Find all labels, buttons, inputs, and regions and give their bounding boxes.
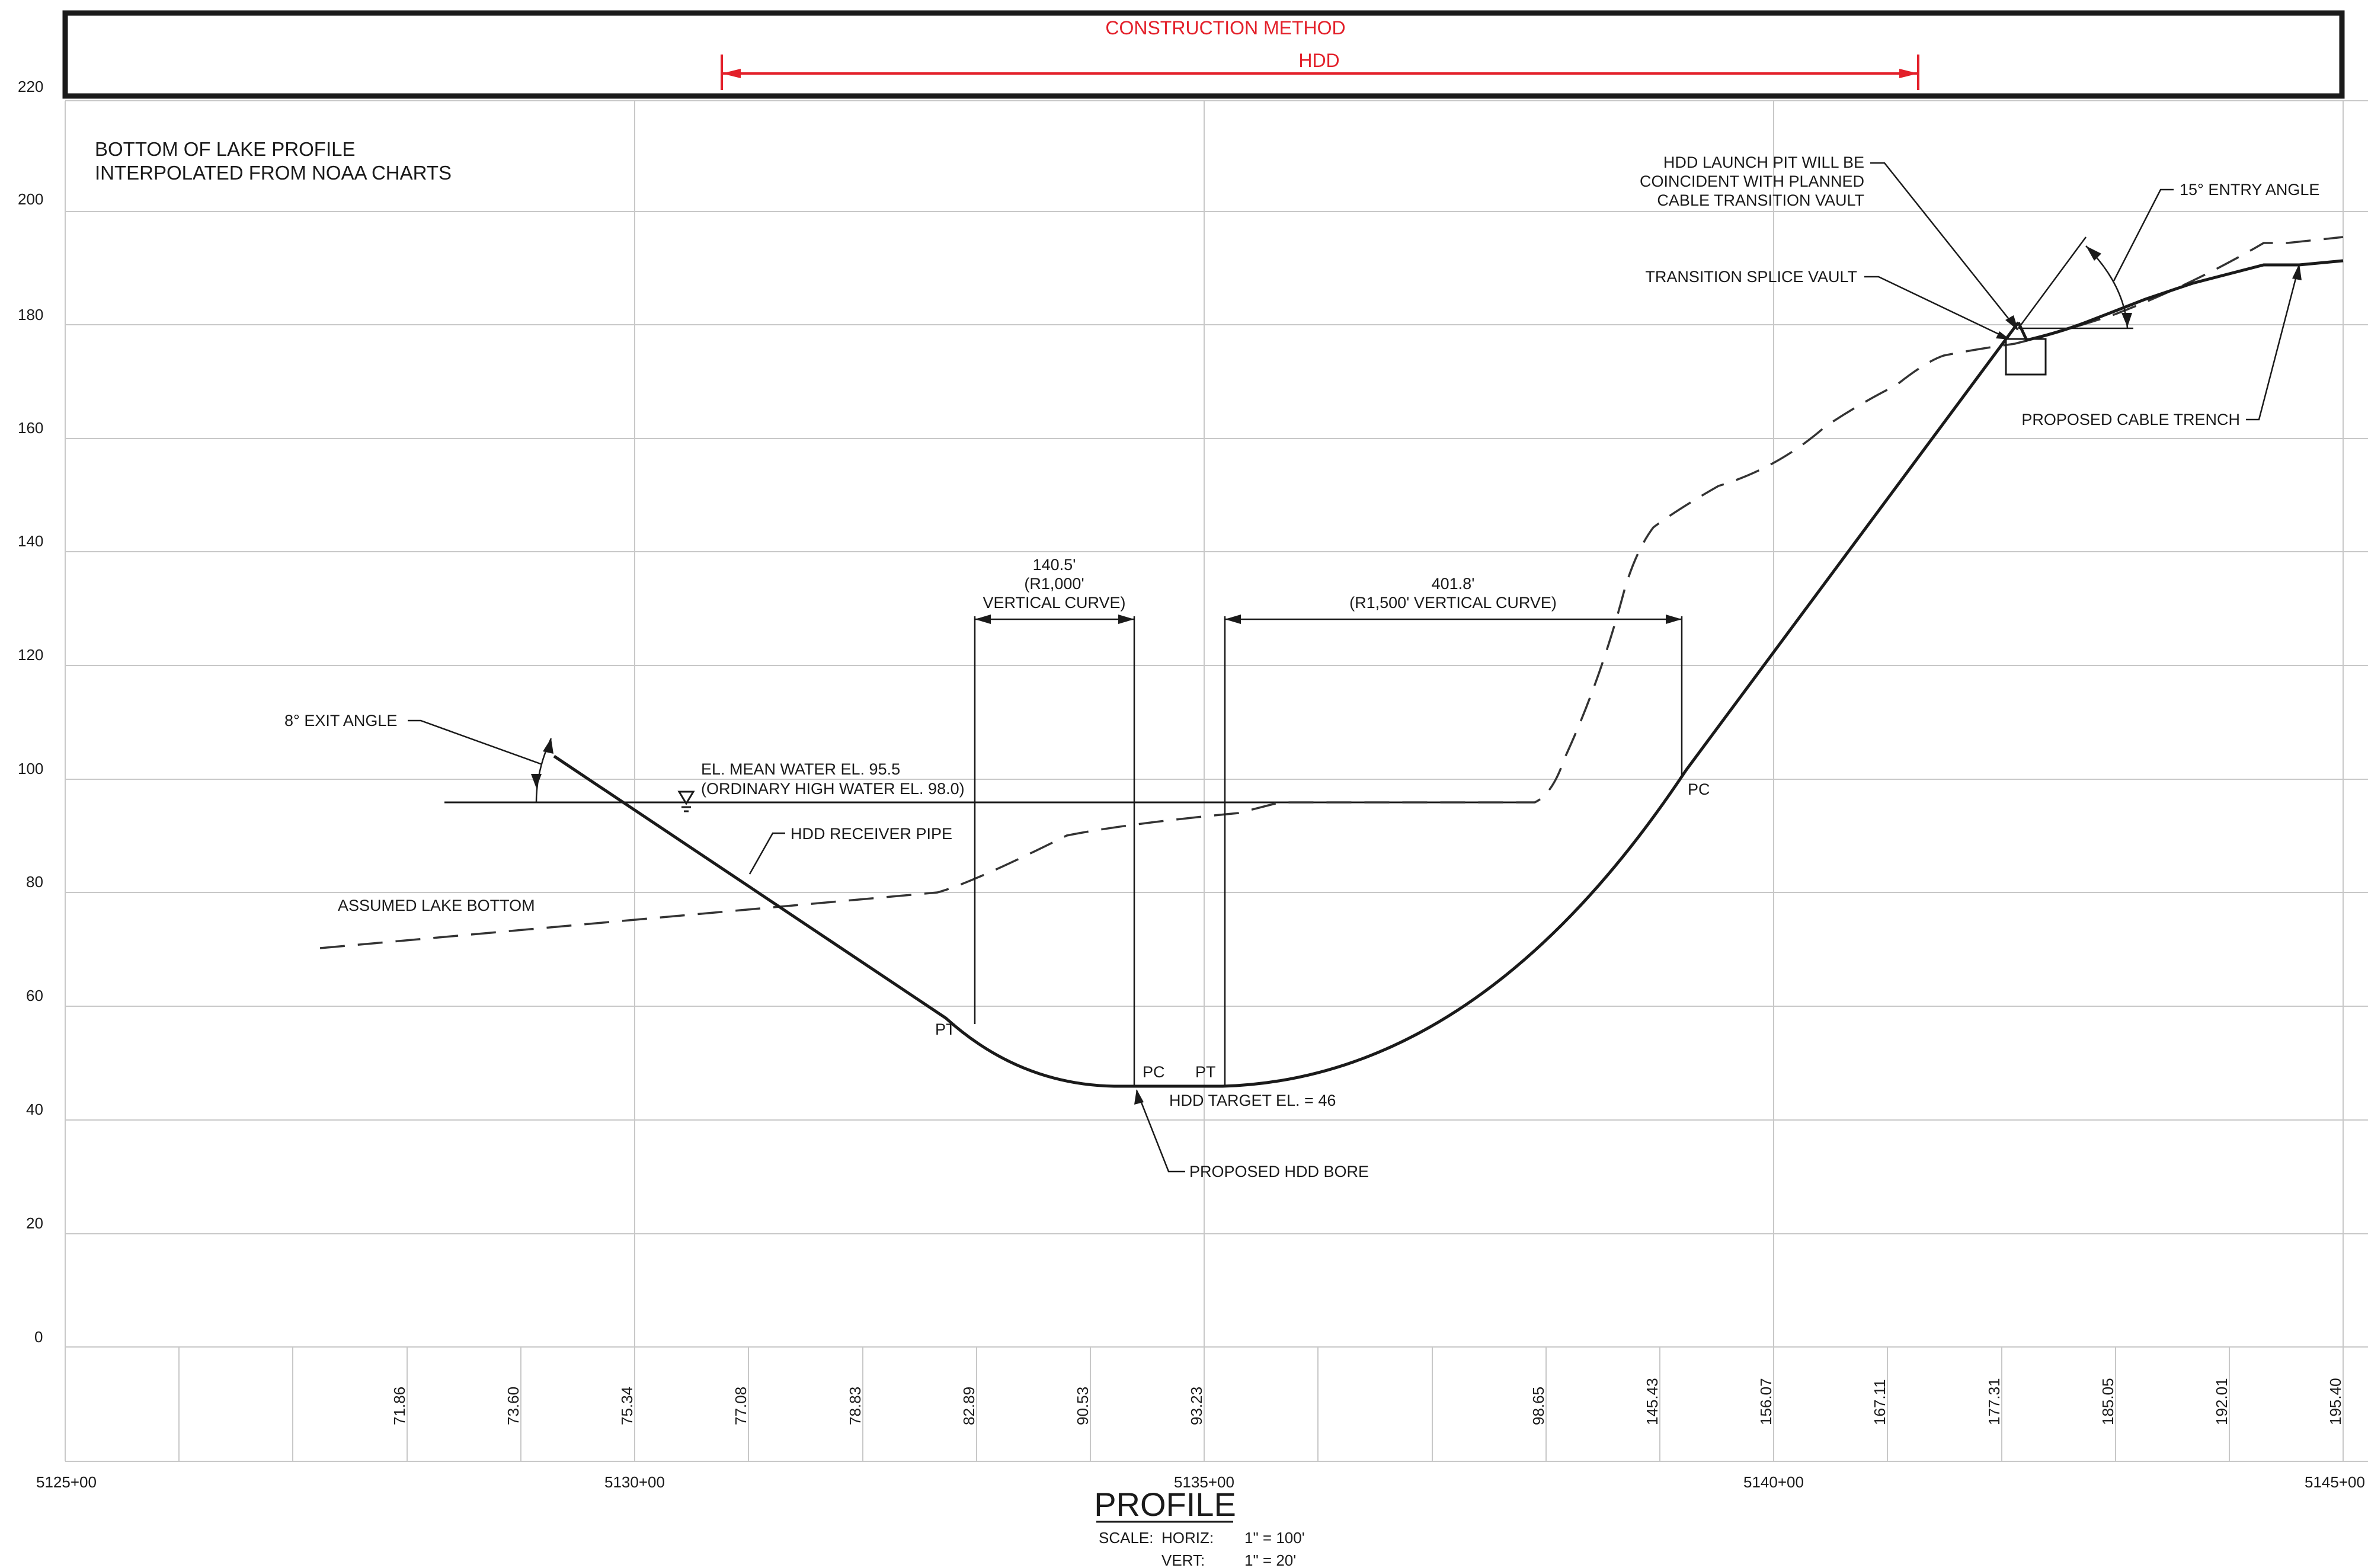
proposed-bore-leader: [1135, 1090, 1185, 1173]
receiver-pipe-leader: [748, 832, 785, 875]
vertical-curve-2-length: 401.8': [1432, 575, 1475, 593]
elev-label-120: 120: [18, 646, 43, 664]
ground-elev: 90.53: [1074, 1387, 1092, 1425]
lake-profile-note-line1: BOTTOM OF LAKE PROFILE: [95, 138, 355, 160]
water-level-label-line1: EL. MEAN WATER EL. 95.5: [701, 760, 900, 778]
station-axis: 5125+00 5130+00 5135+00 5140+00 5145+00: [36, 1473, 2365, 1491]
elev-label-140: 140: [18, 532, 43, 550]
station-label-5130: 5130+00: [604, 1473, 665, 1491]
splice-vault-leader: [1864, 276, 2009, 340]
vertical-curve-1-type: VERTICAL CURVE): [983, 594, 1125, 612]
elev-label-80: 80: [26, 873, 43, 891]
transition-splice-vault: [2005, 338, 2047, 376]
lake-profile-note-line2: INTERPOLATED FROM NOAA CHARTS: [95, 162, 452, 184]
elev-label-20: 20: [26, 1214, 43, 1232]
ground-elev: 156.07: [1757, 1378, 1775, 1425]
entry-angle-arc: [2085, 245, 2129, 329]
elev-label-0: 0: [34, 1328, 43, 1346]
launch-pit-leader: [1870, 162, 2018, 330]
ground-elev: 145.43: [1643, 1378, 1661, 1425]
ground-elev: 82.89: [960, 1387, 978, 1425]
entry-angle-arrow: [2086, 246, 2101, 261]
station-label-5140: 5140+00: [1743, 1473, 1804, 1491]
entry-angle-arrow: [2121, 313, 2132, 327]
horiz-label: HORIZ:: [1161, 1529, 1214, 1547]
horiz-value: 1" = 100': [1244, 1529, 1305, 1547]
elev-label-100: 100: [18, 760, 43, 777]
assumed-lake-bottom-line: [319, 236, 2344, 949]
ground-elevation-values: 71.86 73.60 75.34 77.08 78.83 82.89 90.5…: [391, 1378, 2344, 1425]
vertical-curve-1-radius: (R1,000': [1024, 575, 1084, 593]
vertical-curve-1-length: 140.5': [1033, 556, 1076, 574]
station-gridlines: [65, 101, 2344, 1461]
ground-elev: 71.86: [391, 1387, 408, 1425]
receiver-pipe-label: HDD RECEIVER PIPE: [791, 825, 952, 843]
elev-label-40: 40: [26, 1100, 43, 1118]
cable-trench-label: PROPOSED CABLE TRENCH: [2021, 411, 2240, 428]
exit-angle-label: 8° EXIT ANGLE: [284, 712, 397, 729]
ground-elev: 98.65: [1529, 1387, 1547, 1425]
entry-angle-label: 15° ENTRY ANGLE: [2180, 181, 2319, 199]
exit-angle-arrow: [543, 738, 553, 754]
ground-elev: 195.40: [2327, 1378, 2344, 1425]
elev-label-60: 60: [26, 987, 43, 1004]
station-label-5125: 5125+00: [36, 1473, 97, 1491]
construction-method-box: [62, 10, 2345, 99]
vertical-curve-1-dimension: [974, 615, 1135, 1086]
ground-elev: 185.05: [2099, 1378, 2117, 1425]
ground-elev: 177.31: [1985, 1378, 2003, 1425]
ground-elev: 192.01: [2213, 1378, 2231, 1425]
proposed-bore-arrow: [1134, 1089, 1144, 1105]
ground-elev: 77.08: [732, 1387, 750, 1425]
elevation-gridlines: [65, 100, 2368, 1462]
launch-pit-note-line1: HDD LAUNCH PIT WILL BE: [1663, 153, 1864, 171]
elevation-axis: 220 200 180 160 140 120 100 80 60 40 20 …: [18, 78, 43, 1346]
vertical-curve-2-dimension: [1224, 615, 1683, 1086]
cable-trench-leader: [2246, 264, 2300, 421]
ground-elev: 93.23: [1188, 1387, 1205, 1425]
proposed-bore-label: PROPOSED HDD BORE: [1189, 1163, 1369, 1180]
pt-label-bottom: PT: [1195, 1063, 1216, 1081]
construction-method-label: CONSTRUCTION METHOD: [1105, 17, 1345, 39]
pt-label-left: PT: [935, 1020, 956, 1038]
splice-vault-arrow: [1996, 331, 2010, 340]
assumed-lake-bottom-label: ASSUMED LAKE BOTTOM: [338, 897, 535, 914]
ground-elev: 78.83: [846, 1387, 864, 1425]
station-label-5145: 5145+00: [2305, 1473, 2365, 1491]
water-level-symbol: [677, 791, 695, 812]
splice-vault-label: TRANSITION SPLICE VAULT: [1645, 268, 1857, 286]
pc-label-right: PC: [1688, 780, 1710, 798]
launch-pit-arrow: [2005, 315, 2018, 331]
elev-label-160: 160: [18, 419, 43, 437]
launch-pit-note-line2: COINCIDENT WITH PLANNED: [1640, 172, 1864, 190]
elev-label-220: 220: [18, 78, 43, 95]
ground-elev: 73.60: [504, 1387, 522, 1425]
vert-value: 1" = 20': [1244, 1551, 1296, 1568]
hdd-label: HDD: [1298, 50, 1339, 71]
ground-elev: 75.34: [618, 1387, 636, 1425]
proposed-hdd-bore: [553, 321, 2020, 1088]
profile-title: PROFILE: [1094, 1486, 1236, 1523]
entry-angle-leader: [2113, 188, 2174, 281]
vert-label: VERT:: [1161, 1551, 1205, 1568]
water-level-label-line2: (ORDINARY HIGH WATER EL. 98.0): [701, 780, 965, 798]
elev-label-180: 180: [18, 306, 43, 324]
cable-trench-arrow: [2292, 264, 2302, 280]
launch-pit-note-line3: CABLE TRANSITION VAULT: [1657, 191, 1864, 209]
elevation-band: [65, 1346, 2368, 1462]
vertical-curve-2-radius: (R1,500' VERTICAL CURVE): [1349, 594, 1557, 612]
exit-angle-arrow: [531, 774, 542, 788]
station-label-5135: 5135+00: [1174, 1473, 1234, 1491]
hdd-target-elevation-label: HDD TARGET EL. = 46: [1169, 1092, 1336, 1109]
scale-label: SCALE:: [1099, 1529, 1154, 1547]
exit-angle-leader: [408, 719, 543, 766]
elev-label-200: 200: [18, 190, 43, 208]
pc-label-bottom: PC: [1143, 1063, 1165, 1081]
entry-angle-projection: [2017, 236, 2087, 329]
hdd-extent-dimension: [721, 55, 1919, 90]
ground-elev: 167.11: [1871, 1379, 1889, 1425]
